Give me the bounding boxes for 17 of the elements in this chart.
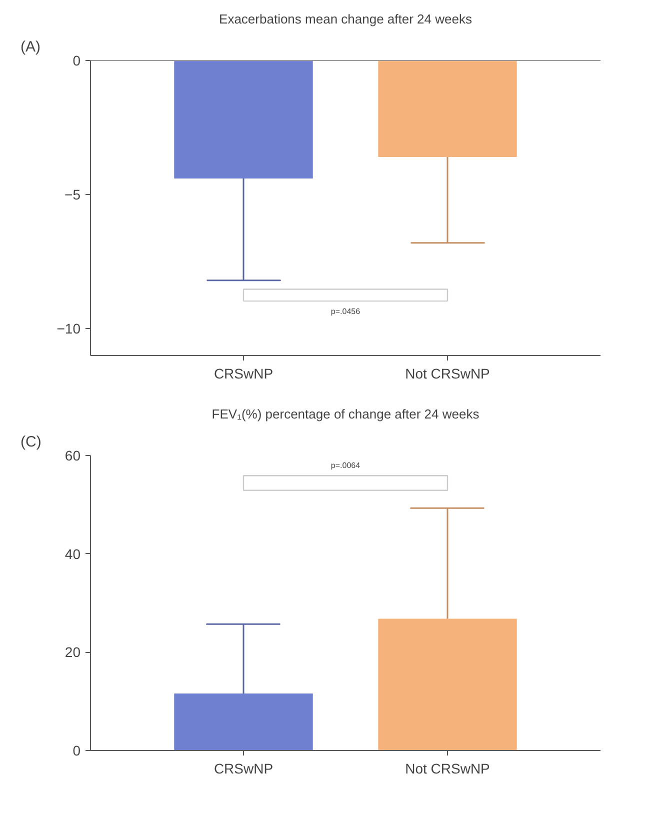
text: (A) [20, 38, 40, 56]
y-tick-label: −5 [64, 186, 81, 203]
y-tick-label: 0 [72, 52, 81, 68]
y-tick-label: 60 [64, 448, 81, 464]
chart-title: Exacerbations mean change after 24 weeks [219, 12, 472, 26]
annotation: p=.0456 [330, 306, 361, 316]
x-tick-label: CRSwNP [214, 760, 274, 776]
y-tick-label: −10 [56, 320, 81, 337]
x-tick-label: Not CRSwNP [405, 366, 490, 382]
text: (C) [20, 434, 42, 450]
x-tick-label: Not CRSwNP [405, 760, 490, 776]
y-tick-label: 20 [64, 644, 81, 660]
x-tick-label: CRSwNP [214, 366, 274, 382]
y-tick-label: 40 [64, 546, 81, 562]
annotation: p=.0064 [330, 460, 361, 470]
y-tick-label: 0 [72, 742, 81, 758]
chart-title: FEV₁(%) percentage of change after 24 weeks [212, 406, 480, 422]
